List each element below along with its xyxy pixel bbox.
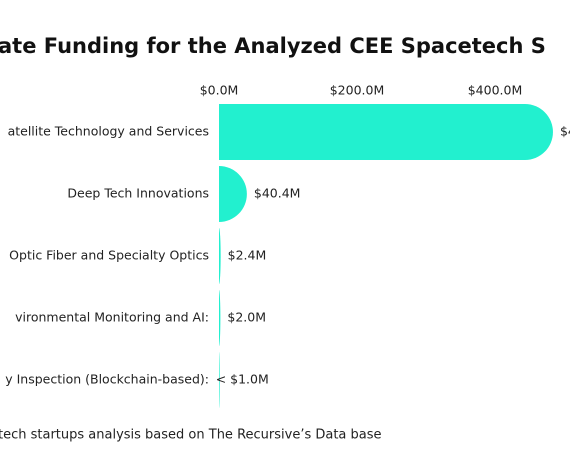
x-tick-label: $0.0M [200, 83, 239, 98]
value-label: $4 [560, 124, 570, 139]
value-label: $2.0M [227, 310, 266, 325]
bar [219, 290, 221, 346]
value-label: $40.4M [254, 186, 301, 201]
bar [219, 104, 553, 160]
category-label: atellite Technology and Services [8, 124, 209, 139]
bar [219, 228, 221, 284]
bar [219, 166, 247, 222]
bar [219, 352, 220, 408]
x-tick-label: $400.0M [468, 83, 523, 98]
footnote: tech startups analysis based on The Recu… [0, 428, 382, 443]
chart-title: ate Funding for the Analyzed CEE Spacete… [0, 34, 546, 58]
category-label: Deep Tech Innovations [67, 186, 209, 201]
value-label: $2.4M [228, 248, 267, 263]
category-label: y Inspection (Blockchain-based): [5, 372, 209, 387]
value-label: < $1.0M [216, 372, 269, 387]
category-label: vironmental Monitoring and AI: [15, 310, 209, 325]
category-label: Optic Fiber and Specialty Optics [9, 248, 209, 263]
x-tick-label: $200.0M [330, 83, 385, 98]
